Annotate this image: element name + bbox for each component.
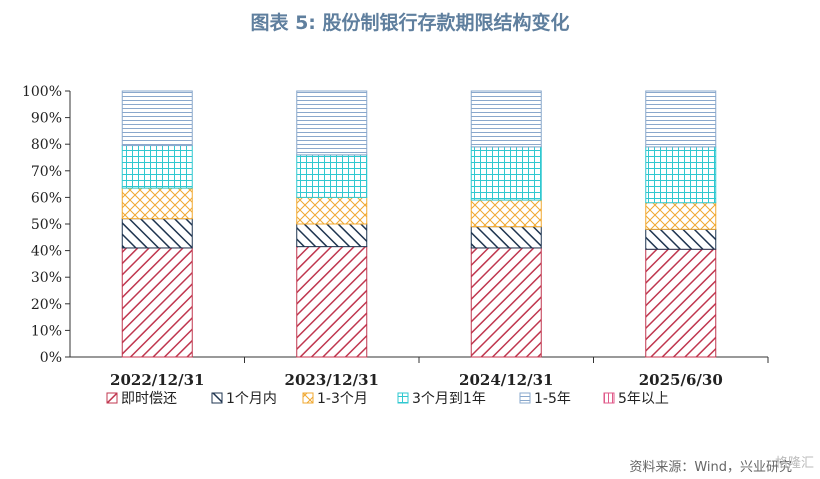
bar-segment [470, 90, 542, 148]
watermark: 格隆汇 [774, 456, 814, 471]
x-tick-label: 2024/12/31 [459, 371, 553, 389]
x-tick-label: 2022/12/31 [110, 371, 204, 389]
bar-segment [121, 247, 193, 358]
y-tick-label: 80% [31, 137, 62, 153]
bar-segment [470, 199, 542, 228]
source-note: 资料来源：Wind，兴业研究 [629, 460, 792, 475]
bar-segment [470, 247, 542, 358]
y-tick-label: 90% [31, 111, 62, 127]
y-tick-label: 10% [31, 323, 62, 339]
bar-segment [296, 154, 368, 198]
bar-segment [121, 90, 193, 147]
bar-segment [645, 90, 717, 148]
bar-segment [470, 226, 542, 249]
bar-segment [296, 196, 368, 225]
chart-title: 图表 5: 股份制银行存款期限结构变化 [250, 12, 570, 34]
legend-label: 3个月到1年 [412, 391, 486, 407]
bar-segment [296, 223, 368, 248]
y-tick-label: 50% [31, 217, 62, 233]
y-tick-label: 40% [31, 244, 62, 260]
x-tick-label: 2023/12/31 [285, 371, 379, 389]
legend-swatch [106, 392, 118, 404]
x-tick-label: 2025/6/30 [639, 371, 723, 389]
legend-label: 5年以上 [618, 391, 669, 407]
bar-segment [645, 146, 717, 204]
legend-swatch [211, 392, 223, 404]
y-tick-label: 0% [40, 350, 62, 366]
y-tick-label: 70% [31, 164, 62, 180]
bar-segment [296, 246, 368, 358]
bar-segment [121, 187, 193, 220]
legend-label: 1个月内 [226, 391, 277, 407]
bar-segment [645, 228, 717, 250]
y-tick-label: 60% [31, 190, 62, 206]
legend-label: 1-3个月 [317, 391, 368, 407]
y-tick-label: 100% [22, 84, 62, 100]
y-tick-label: 20% [31, 297, 62, 313]
bar-segment [645, 248, 717, 358]
legend-swatch [302, 392, 314, 404]
legend-label: 1-5年 [534, 391, 571, 407]
legend-swatch [603, 392, 615, 404]
legend-swatch [519, 392, 531, 404]
bar-segment [645, 202, 717, 230]
legend-label: 即时偿还 [121, 391, 177, 407]
y-tick-label: 30% [31, 270, 62, 286]
bar-segment [470, 146, 542, 201]
legend-swatch [397, 392, 409, 404]
bar-segment [121, 218, 193, 249]
bar-segment [296, 90, 368, 156]
bar-segment [121, 145, 193, 189]
